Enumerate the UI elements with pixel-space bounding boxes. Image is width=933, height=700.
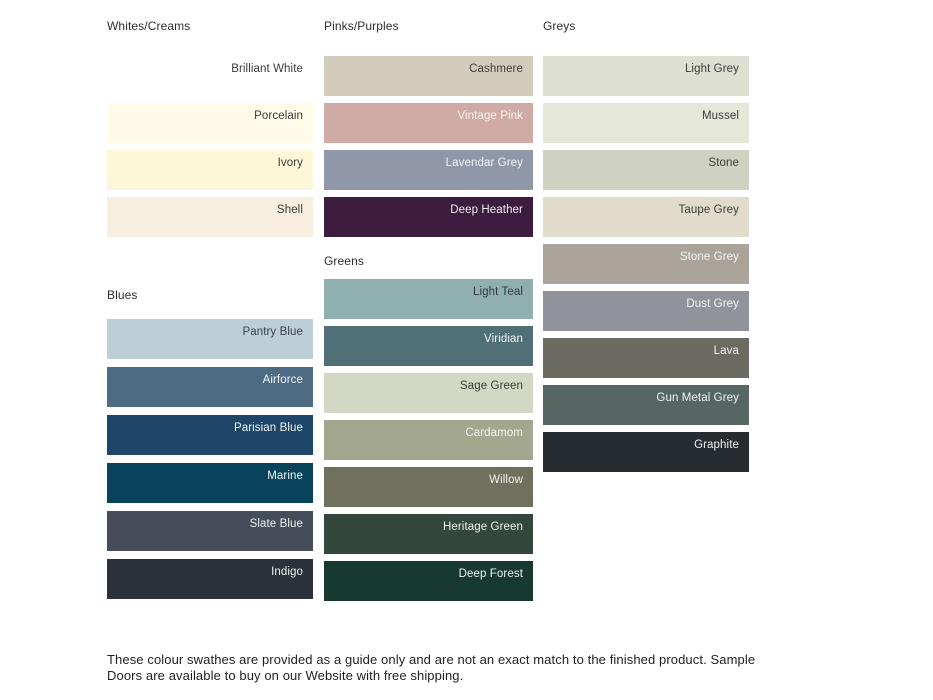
swatch-light-teal: Light Teal [324,279,533,319]
group-title-greys: Greys [543,19,576,33]
swatch-graphite: Graphite [543,432,749,472]
swatch-label: Gun Metal Grey [656,392,739,404]
swatch-brilliant-white: Brilliant White [107,56,313,96]
swatch-label: Lava [713,345,739,357]
swatch-label: Cashmere [469,63,523,75]
swatch-label: Parisian Blue [233,422,303,434]
group-whites-creams: Whites/Creams Brilliant White Porcelain Ivo… [107,18,313,237]
swatch-parisian-blue: Parisian Blue [107,415,313,455]
swatch-deep-forest: Deep Forest [324,561,533,601]
swatch-label: Mussel [701,110,739,122]
swatch-label: Graphite [694,439,739,451]
swatch-label: Deep Forest [458,568,523,580]
swatch-stone-grey: Stone Grey [543,244,749,284]
swatch-willow: Willow [324,467,533,507]
palette-column-pinks-greens: Pinks/Purples Cashmere Vintage Pink Lavenda… [324,18,533,608]
group-greys: Greys Light Grey Mussel Stone Taupe Grey Ston… [543,18,749,472]
swatch-label: Indigo [271,566,303,578]
swatch-label: Deep Heather [450,204,523,216]
swatch-pantry-blue: Pantry Blue [107,319,313,359]
palette-column-greys: Greys Light Grey Mussel Stone Taupe Grey Ston… [543,18,749,479]
swatch-label: Slate Blue [249,518,303,530]
swatch-airforce: Airforce [107,367,313,407]
swatch-label: Sage Green [459,380,523,392]
swatch-label: Dust Grey [686,298,739,310]
swatch-mussel: Mussel [543,103,749,143]
swatch-label: Ivory [277,157,303,169]
swatch-lava: Lava [543,338,749,378]
swatch-ivory: Ivory [107,150,313,190]
swatch-vintage-pink: Vintage Pink [324,103,533,143]
swatch-label: Taupe Grey [678,204,739,216]
disclaimer-text: These colour swathes are provided as a g… [107,652,756,683]
group-title-pinks-purples: Pinks/Purples [324,19,399,33]
swatch-cashmere: Cashmere [324,56,533,96]
swatch-slate-blue: Slate Blue [107,511,313,551]
swatch-label: Vintage Pink [457,110,523,122]
swatch-heritage-green: Heritage Green [324,514,533,554]
swatch-taupe-grey: Taupe Grey [543,197,749,237]
swatch-label: Porcelain [254,110,303,122]
swatch-cardamom: Cardamom [324,420,533,460]
swatch-label: Stone Grey [679,251,739,263]
group-blues: Blues Pantry Blue Airforce Parisian Blue Mar… [107,287,313,599]
swatch-viridian: Viridian [324,326,533,366]
swatch-dust-grey: Dust Grey [543,291,749,331]
swatch-label: Stone [708,157,739,169]
swatch-sage-green: Sage Green [324,373,533,413]
group-title-blues: Blues [107,288,138,302]
group-title-greens: Greens [324,254,364,268]
swatch-label: Lavendar Grey [445,157,523,169]
swatch-marine: Marine [107,463,313,503]
swatch-stone: Stone [543,150,749,190]
group-greens: Greens Light Teal Viridian Sage Green Cardam… [324,253,533,601]
palette-column-whites-blues: Whites/Creams Brilliant White Porcelain Ivo… [107,18,313,607]
swatch-indigo: Indigo [107,559,313,599]
swatch-label: Airforce [262,374,303,386]
swatch-label: Shell [276,204,303,216]
swatch-label: Viridian [484,333,523,345]
swatch-label: Light Grey [684,63,739,75]
swatch-label: Pantry Blue [242,326,303,338]
swatch-label: Light Teal [472,286,523,298]
group-title-whites-creams: Whites/Creams [107,19,191,33]
swatch-light-grey: Light Grey [543,56,749,96]
swatch-shell: Shell [107,197,313,237]
swatch-label: Brilliant White [231,63,303,75]
swatch-gun-metal-grey: Gun Metal Grey [543,385,749,425]
swatch-label: Marine [267,470,303,482]
swatch-label: Heritage Green [442,521,523,533]
swatch-porcelain: Porcelain [107,103,313,143]
swatch-label: Willow [489,474,523,486]
swatch-deep-heather: Deep Heather [324,197,533,237]
swatch-label: Cardamom [465,427,523,439]
group-pinks-purples: Pinks/Purples Cashmere Vintage Pink Lavenda… [324,18,533,237]
swatch-lavendar-grey: Lavendar Grey [324,150,533,190]
